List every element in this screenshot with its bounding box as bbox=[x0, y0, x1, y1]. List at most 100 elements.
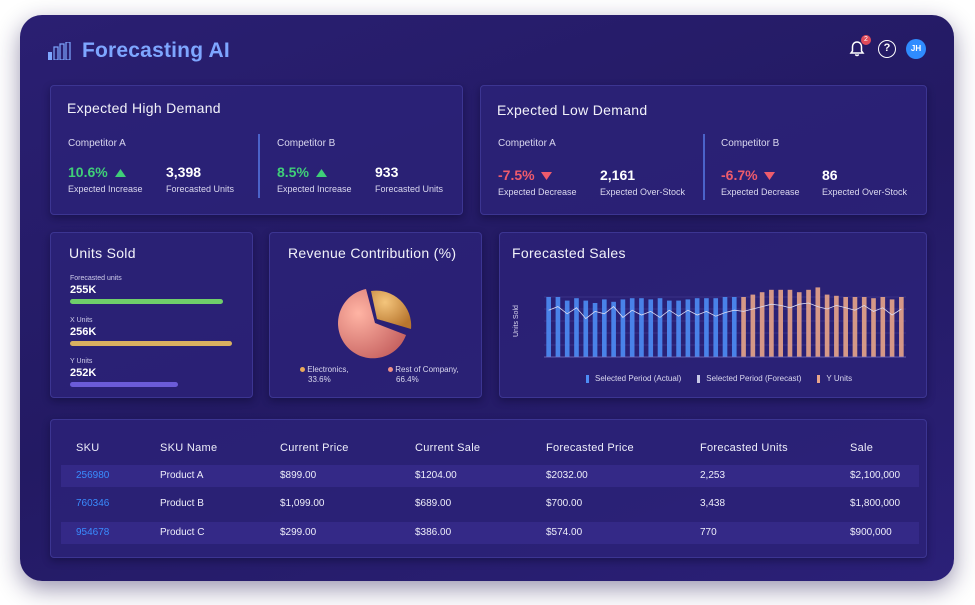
bar-forecast bbox=[871, 298, 876, 357]
card-title: Revenue Contribution (%) bbox=[288, 245, 457, 261]
table-row[interactable]: 760346 Product B $1,099.00 $689.00 $700.00 3,… bbox=[61, 493, 919, 515]
bar-actual bbox=[564, 300, 570, 357]
bar-actual bbox=[555, 297, 561, 357]
avatar[interactable]: JH bbox=[906, 39, 926, 59]
sku-link[interactable]: 954678 bbox=[76, 527, 110, 538]
legend-swatch bbox=[697, 374, 701, 383]
over-stock-value: 2,161 bbox=[600, 167, 636, 183]
bar-actual bbox=[592, 303, 598, 357]
forecasted-sales-chart: Units Sold bbox=[513, 287, 906, 358]
legend-dot bbox=[300, 367, 305, 372]
table-cell: $574.00 bbox=[546, 527, 583, 538]
bar-forecast bbox=[741, 297, 746, 357]
bar-actual bbox=[648, 299, 654, 357]
legend-rest-of-company: Rest of Company, 66.4% bbox=[388, 365, 459, 385]
units-progress-bar bbox=[70, 382, 178, 387]
bar-actual bbox=[666, 300, 672, 357]
legend-swatch bbox=[586, 374, 589, 383]
bar-forecast bbox=[889, 299, 895, 357]
column-header[interactable]: Sale bbox=[850, 442, 874, 454]
units-value: 252K bbox=[70, 367, 97, 379]
card-title: Expected Low Demand bbox=[497, 102, 648, 118]
bar-actual bbox=[620, 299, 626, 357]
metric-label: Forecasted Units bbox=[375, 184, 444, 194]
increase-percent: 10.6% bbox=[68, 164, 126, 180]
sku-link[interactable]: 256980 bbox=[76, 470, 110, 481]
bar-forecast bbox=[834, 295, 839, 357]
sku-link[interactable]: 760346 bbox=[76, 498, 110, 509]
table-cell: $386.00 bbox=[415, 527, 452, 538]
bar-forecast bbox=[769, 289, 774, 357]
card-title: Units Sold bbox=[69, 245, 136, 261]
bar-forecast bbox=[852, 297, 858, 357]
bar-forecast bbox=[759, 292, 765, 357]
units-progress-bar bbox=[70, 299, 223, 304]
help-icon[interactable]: ? bbox=[878, 40, 896, 58]
divider bbox=[703, 134, 705, 200]
table-cell: $900,000 bbox=[850, 527, 892, 538]
bar-forecast bbox=[750, 294, 756, 357]
table-cell: $1,099.00 bbox=[280, 498, 325, 509]
bar-chart-logo-icon bbox=[48, 42, 71, 60]
units-progress-bar bbox=[70, 341, 232, 346]
column-header[interactable]: Current Price bbox=[280, 442, 349, 454]
revenue-card: Revenue Contribution (%) Electronics, 33… bbox=[269, 232, 482, 398]
units-label: Forecasted units bbox=[70, 275, 122, 282]
legend-item: Selected Period (Actual) bbox=[586, 374, 681, 383]
competitor-name: Competitor A bbox=[68, 138, 126, 149]
table-cell: Product C bbox=[160, 527, 205, 538]
table-cell: $700.00 bbox=[546, 498, 583, 509]
pie-slice-electronics bbox=[371, 290, 412, 329]
legend-item: Y Units bbox=[817, 374, 852, 383]
competitor-name: Competitor A bbox=[498, 138, 556, 149]
table-cell: $299.00 bbox=[280, 527, 317, 538]
column-header[interactable]: SKU Name bbox=[160, 442, 218, 454]
increase-percent: 8.5% bbox=[277, 164, 327, 180]
bar-forecast bbox=[778, 289, 784, 357]
card-title: Expected High Demand bbox=[67, 100, 221, 116]
column-header[interactable]: SKU bbox=[76, 442, 100, 454]
column-header[interactable]: Forecasted Price bbox=[546, 442, 634, 454]
table-cell: $2032.00 bbox=[546, 470, 588, 481]
legend-electronics: Electronics, 33.6% bbox=[300, 365, 349, 385]
app-title: Forecasting AI bbox=[82, 39, 230, 62]
table-row[interactable]: 954678 Product C $299.00 $386.00 $574.00 770 $… bbox=[61, 522, 919, 544]
table-cell: Product B bbox=[160, 498, 204, 509]
table-cell: 770 bbox=[700, 527, 717, 538]
column-header[interactable]: Forecasted Units bbox=[700, 442, 788, 454]
legend-label: Y Units bbox=[826, 374, 853, 383]
bar-actual bbox=[639, 298, 644, 357]
table-cell: 3,438 bbox=[700, 498, 726, 509]
forecasted-units-value: 3,398 bbox=[166, 164, 202, 180]
column-header[interactable]: Current Sale bbox=[415, 442, 481, 454]
legend-label: Selected Period (Forecast) bbox=[706, 374, 802, 383]
y-axis-label: Units Sold bbox=[513, 305, 520, 337]
table-row[interactable]: 256980 Product A $899.00 $1204.00 $2032.00 2,… bbox=[61, 465, 919, 487]
decrease-percent: -7.5% bbox=[498, 167, 553, 183]
bell-icon bbox=[849, 41, 865, 57]
header: Forecasting AI 2 ? JH bbox=[48, 35, 926, 67]
units-value: 255K bbox=[70, 284, 97, 296]
bar-forecast bbox=[796, 292, 802, 357]
notification-button[interactable]: 2 bbox=[848, 35, 871, 58]
bar-actual bbox=[574, 298, 579, 357]
bar-actual bbox=[657, 298, 663, 357]
bar-actual bbox=[676, 300, 681, 357]
metric-label: Expected Over-Stock bbox=[822, 187, 908, 197]
competitor-name: Competitor B bbox=[277, 138, 336, 149]
sku-table: SKU SKU Name Current Price Current Sale Fore… bbox=[50, 419, 927, 558]
bar-actual bbox=[583, 300, 589, 357]
units-label: Y Units bbox=[70, 358, 93, 365]
metric-label: Expected Increase bbox=[277, 184, 352, 194]
legend-dot bbox=[388, 367, 393, 372]
revenue-pie-chart bbox=[338, 289, 412, 359]
bar-actual bbox=[713, 298, 719, 357]
bar-actual bbox=[611, 301, 616, 357]
arrow-down-icon bbox=[541, 172, 553, 180]
chart-legend: Selected Period (Actual) Selected Period … bbox=[586, 374, 868, 383]
bar-actual bbox=[629, 298, 635, 357]
metric-label: Expected Over-Stock bbox=[600, 187, 686, 197]
card-title: Forecasted Sales bbox=[512, 245, 626, 261]
legend-item: Selected Period (Forecast) bbox=[697, 374, 801, 383]
low-demand-card: Expected Low Demand Competitor A -7.5% E… bbox=[480, 85, 927, 215]
